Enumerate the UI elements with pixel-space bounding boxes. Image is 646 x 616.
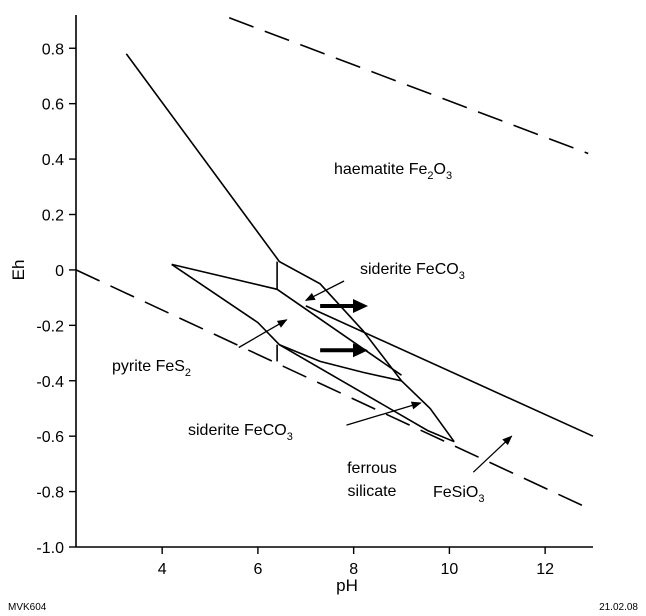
y-tick-label: -0.2 [36, 318, 64, 335]
field-label-siderite-upper: siderite FeCO3 [360, 261, 465, 282]
plot-area: 4 6 8 10 12 0.8 0.6 0.4 0.2 0 -0.2 -0.4 -0.6 -0.8 -1.0 [36, 15, 594, 578]
boundary-line [125, 53, 455, 443]
field-label-haematite: haematite Fe2O3 [334, 161, 452, 182]
y-axis-title: Eh [9, 260, 28, 281]
y-tick-label: 0 [55, 263, 64, 280]
y-tick-label: -1.0 [36, 540, 64, 557]
x-tick-label: 6 [253, 561, 262, 578]
boundary-line [171, 263, 455, 443]
stability-boundaries [75, 17, 594, 509]
boundary-line [305, 305, 594, 437]
pointer-arrow [238, 319, 288, 349]
dashed-boundary-line [228, 17, 589, 155]
flow-arrows [320, 298, 369, 358]
x-tick-label: 10 [440, 561, 458, 578]
y-tick-label: 0.2 [42, 208, 64, 225]
x-tick-label: 4 [158, 561, 167, 578]
x-tick-label: 12 [536, 561, 554, 578]
y-tick-label: 0.4 [42, 152, 64, 169]
pointer-arrow [346, 401, 422, 426]
footer-code: MVK604 [8, 602, 47, 613]
flow-arrow [320, 298, 369, 313]
field-label-pyrite: pyrite FeS2 [112, 358, 191, 379]
boundary-line [279, 343, 402, 382]
flow-arrow [320, 343, 369, 358]
field-label-siderite-lower: siderite FeCO3 [188, 422, 293, 443]
field-label-ferrous-silicate-line1: ferrous [347, 460, 397, 477]
axis-ticks: 4 6 8 10 12 0.8 0.6 0.4 0.2 0 -0.2 -0.4 -0.6 -0.8 -1.0 [36, 41, 554, 578]
label-pointers [238, 280, 513, 473]
field-label-ferrous-silicate-line2: silicate [348, 483, 397, 500]
x-axis-title: pH [336, 576, 358, 595]
y-tick-label: -0.4 [36, 374, 64, 391]
y-tick-label: 0.8 [42, 41, 64, 58]
dashed-boundary-line [75, 269, 589, 509]
pointer-arrow [472, 435, 513, 473]
footer-date: 21.02.08 [599, 602, 638, 613]
field-label-fesio3: FeSiO3 [433, 484, 484, 505]
pointer-arrow [304, 280, 345, 301]
y-tick-label: -0.8 [36, 485, 64, 502]
x-tick-label: 8 [349, 561, 358, 578]
y-tick-label: 0.6 [42, 97, 64, 114]
y-tick-label: -0.6 [36, 429, 64, 446]
